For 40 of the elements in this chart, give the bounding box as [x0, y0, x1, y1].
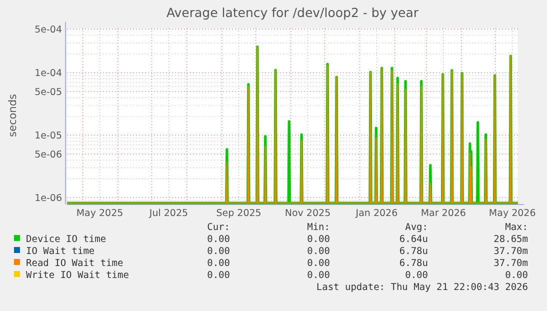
- text: 0.00: [405, 270, 428, 281]
- x-tick-label: Jan 2026: [354, 208, 398, 219]
- text: 0.00: [207, 246, 230, 257]
- text: 0.00: [307, 246, 330, 257]
- y-tick-label: 5e-05: [34, 86, 62, 98]
- text: 37.70m: [494, 246, 528, 257]
- y-tick-label: 1e-05: [34, 130, 62, 142]
- text: 0.00: [307, 258, 330, 269]
- text: Max:: [505, 222, 528, 233]
- text: 0.00: [207, 270, 230, 281]
- legend-label: Write IO Wait time: [26, 270, 130, 281]
- text: 37.70m: [494, 258, 528, 269]
- x-tick-label: Mar 2026: [420, 208, 466, 219]
- y-tick-label: 1e-06: [34, 192, 62, 204]
- x-tick-label: Nov 2025: [284, 208, 331, 219]
- text: Avg:: [405, 222, 428, 233]
- y-tick-label: 5e-06: [34, 149, 62, 160]
- text: Min:: [307, 222, 330, 233]
- text: Last update: Thu May 21 22:00:43 2026: [316, 282, 528, 293]
- y-tick-label: 1e-04: [34, 68, 62, 80]
- y-tick-label: 5e-04: [34, 24, 62, 36]
- text: 0.00: [307, 270, 330, 281]
- legend-label: Device IO time: [26, 234, 106, 245]
- text: 28.65m: [494, 234, 528, 245]
- text: 0.00: [207, 258, 230, 269]
- text: 6.78u: [399, 246, 428, 257]
- x-tick-label: May 2026: [488, 208, 536, 219]
- x-tick-label: Jul 2025: [148, 208, 188, 219]
- y-axis-title: seconds: [7, 94, 19, 137]
- text: Cur:: [207, 222, 230, 233]
- text: 0.00: [207, 234, 230, 245]
- text: 6.64u: [399, 234, 428, 245]
- text: 0.00: [307, 234, 330, 245]
- x-tick-label: Sep 2025: [216, 208, 262, 219]
- chart-title: Average latency for /dev/loop2 - by year: [166, 5, 420, 20]
- legend-label: IO Wait time: [26, 246, 95, 257]
- x-tick-label: May 2025: [76, 208, 124, 219]
- legend-label: Read IO Wait time: [26, 258, 124, 269]
- text: 0.00: [505, 270, 528, 281]
- text: 6.78u: [399, 258, 428, 269]
